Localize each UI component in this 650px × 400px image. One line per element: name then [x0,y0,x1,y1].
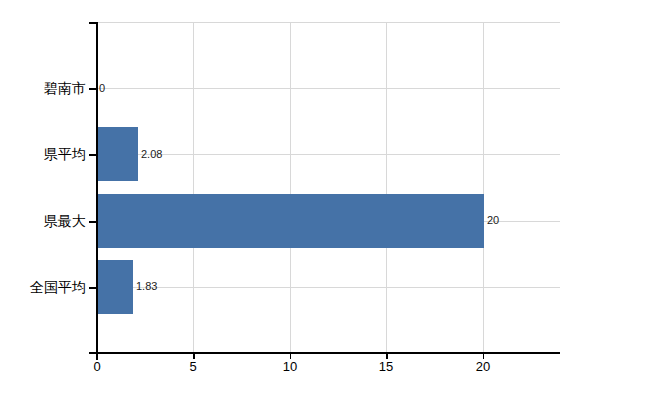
y-axis-tick [89,154,97,156]
category-label-全国平均: 全国平均 [0,280,86,294]
horizontal-bar-chart: 0 2.08 20 1.83 碧南市県平均県最大全国平均 0 5 10 15 20 [0,0,650,400]
row-gridline [97,287,560,288]
y-axis-line [96,22,98,360]
category-label-県最大: 県最大 [0,214,86,228]
plot-top-gridline [97,22,560,23]
x-tick-label: 15 [366,360,406,373]
y-axis-tick [89,88,97,90]
value-label: 20 [487,215,499,226]
y-axis-tick [89,287,97,289]
row-gridline [97,88,560,89]
value-label: 1.83 [136,281,157,292]
bar-全国平均 [98,260,133,314]
x-tick-label: 10 [270,360,310,373]
x-tick-label: 20 [463,360,503,373]
vertical-gridline [290,22,291,353]
category-label-県平均: 県平均 [0,147,86,161]
x-tick-label: 5 [173,360,213,373]
bar-県最大 [98,194,484,248]
value-label: 2.08 [141,149,162,160]
y-axis-tick [89,221,97,223]
y-axis-top-tick [89,22,97,24]
x-tick-label: 0 [77,360,117,373]
value-label: 0 [99,83,105,94]
vertical-gridline [483,22,484,353]
vertical-gridline [386,22,387,353]
bar-県平均 [98,127,138,181]
category-label-碧南市: 碧南市 [0,81,86,95]
x-axis-line [89,352,560,354]
vertical-gridline [193,22,194,353]
row-gridline [97,154,560,155]
